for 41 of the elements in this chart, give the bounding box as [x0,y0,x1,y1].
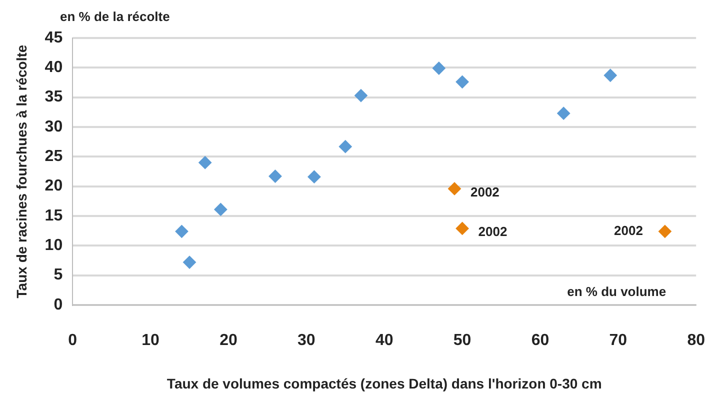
annotation: 2002 [478,224,508,240]
x-tick-label: 50 [453,332,472,350]
point [557,106,570,120]
y-axis-title: Taux de racines fourchues à la récolte [13,44,30,298]
text: en % de la récolte [60,9,170,24]
y-tick-label: 5 [54,266,63,284]
x-tick-label: 10 [142,332,160,350]
point [354,89,368,102]
point [456,75,469,88]
annotation: en % du volume [567,284,666,300]
point [456,222,469,235]
y-tick-label: 30 [44,118,63,136]
y-tick-label: 20 [44,178,63,195]
annotation: 2002 [470,184,500,200]
y-tick-label: 0 [54,296,63,314]
y-tick-label: 35 [44,88,63,106]
y-tick-label: 40 [44,59,63,76]
x-tick-label: 40 [375,332,394,350]
y-tick-label: 10 [44,237,63,254]
point [448,182,461,196]
point [198,156,212,170]
x-tick-label: 30 [298,332,316,350]
point [658,224,672,238]
point [432,62,446,75]
annotation: 2002 [614,223,643,238]
x-tick-label: 60 [531,332,550,350]
y-tick-label: 15 [44,207,63,224]
point [183,256,196,269]
point [338,140,352,154]
point [175,224,188,238]
point [268,170,282,183]
x-tick-label: 80 [687,332,706,350]
point [308,170,321,184]
x-tick-label: 20 [220,332,238,350]
y-tick-label: 45 [44,29,63,46]
x-axis-title: Taux de volumes compactés (zones Delta) dans l'horizon 0-30 cm [166,375,602,392]
x-tick-label: 70 [609,332,628,350]
x-tick-label: 0 [68,332,78,350]
point [214,202,228,216]
point [604,68,617,82]
y-tick-label: 25 [44,148,63,166]
